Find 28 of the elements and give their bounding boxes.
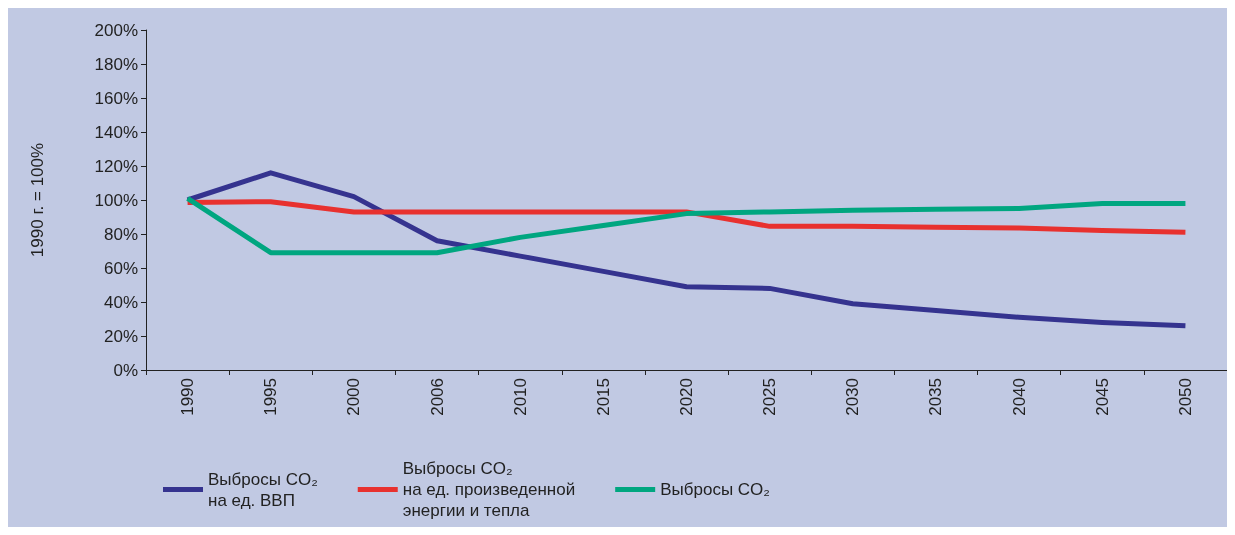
y-tick-label: 0% xyxy=(113,360,138,380)
x-tick-label: 2025 xyxy=(760,378,780,416)
x-tick-label: 1995 xyxy=(261,378,281,416)
y-tick-label: 40% xyxy=(103,292,138,312)
y-tick-label: 20% xyxy=(103,326,138,346)
x-tick-label: 2010 xyxy=(510,378,530,416)
x-tick-label: 2000 xyxy=(344,378,364,416)
x-tick-label: 2006 xyxy=(427,378,447,416)
y-tick-label: 100% xyxy=(94,190,138,210)
legend-label: Выбросы CO₂ на ед. ВВП xyxy=(208,469,318,510)
y-axis-title: 1990 г. = 100% xyxy=(28,142,47,258)
legend-label: Выбросы CO₂ xyxy=(660,480,770,499)
x-tick-label: 2035 xyxy=(926,378,946,416)
x-tick-label: 2030 xyxy=(843,378,863,416)
y-tick-label: 80% xyxy=(103,224,138,244)
x-tick-label: 2015 xyxy=(593,378,613,416)
y-tick-label: 140% xyxy=(94,122,138,142)
x-tick-label: 2050 xyxy=(1175,378,1195,416)
legend-label: Выбросы CO₂ на ед. произведенной энергии и тепла xyxy=(402,459,576,520)
y-tick-label: 120% xyxy=(94,156,138,176)
x-tick-label: 1990 xyxy=(178,378,198,416)
y-tick-label: 160% xyxy=(94,88,138,108)
y-tick-label: 60% xyxy=(103,258,138,278)
x-tick-label: 2045 xyxy=(1092,378,1112,416)
x-tick-label: 2040 xyxy=(1009,378,1029,416)
x-tick-label: 2020 xyxy=(677,378,696,416)
y-tick-label: 200% xyxy=(94,20,138,40)
y-tick-label: 180% xyxy=(94,54,138,74)
